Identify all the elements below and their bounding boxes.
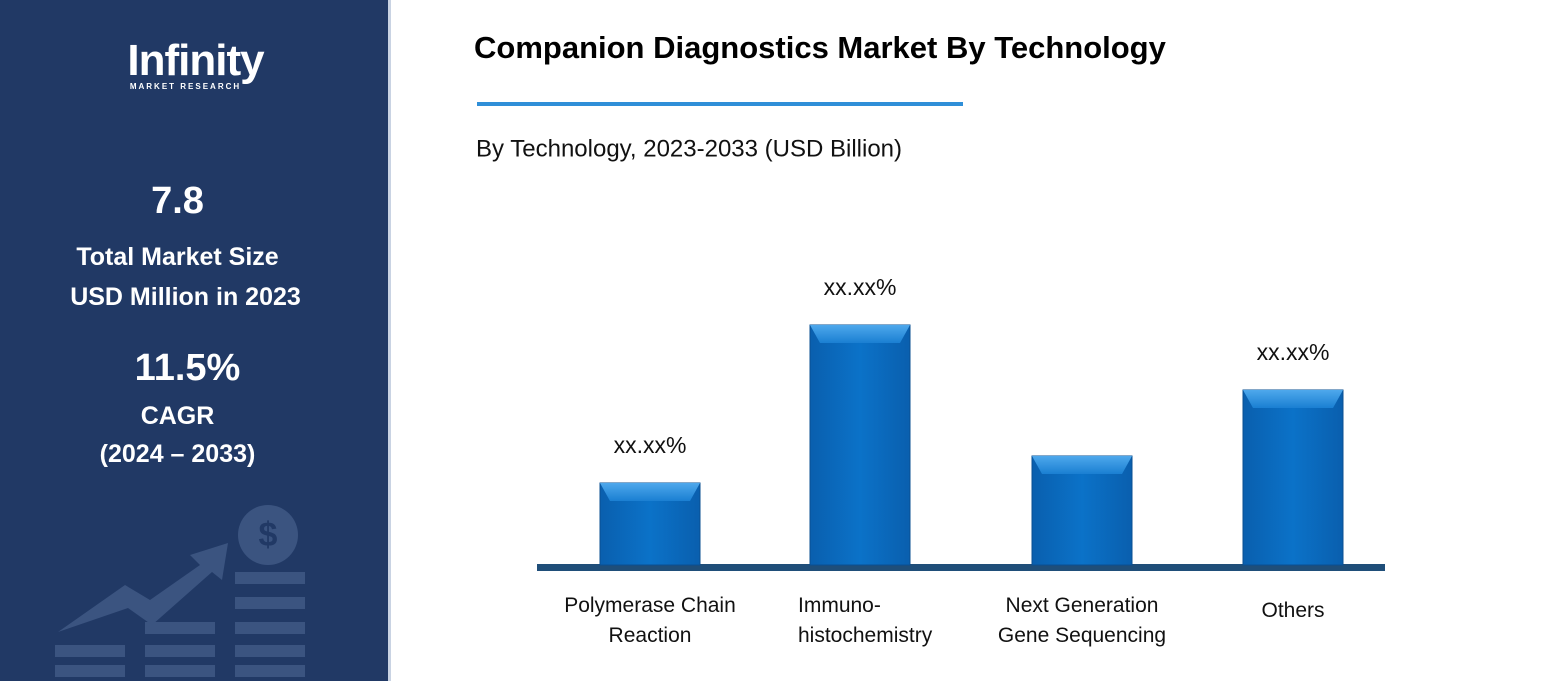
- x-tick-label: Others: [1261, 599, 1325, 622]
- x-tick-label: Polymerase Chain Reaction: [564, 594, 736, 647]
- logo: Infinity: [127, 36, 264, 85]
- sidebar-decor: $: [55, 505, 305, 677]
- x-tick-label: Immuno-histochemistry: [798, 594, 933, 647]
- baseline: [537, 564, 1385, 571]
- svg-text:$: $: [259, 516, 278, 554]
- logo-subtitle: MARKET RESEARCH: [129, 82, 242, 91]
- x-tick-label: Next Generation Gene Sequencing: [997, 594, 1167, 647]
- market-size-label: Total Market Size: [76, 243, 279, 271]
- bar-bevel: [810, 325, 910, 343]
- bar: [1242, 389, 1344, 566]
- market-size-label: USD Million in 2023: [70, 283, 301, 311]
- title-underline: [477, 102, 963, 106]
- bar: [809, 324, 911, 566]
- value-label: xx.xx%: [824, 274, 897, 300]
- sidebar: $ Infinity MARKET RESEARCH 7.8 Total Mar…: [0, 0, 391, 681]
- cagr-label: CAGR: [140, 402, 215, 430]
- bar-bevel: [1032, 456, 1132, 474]
- bar-bevel: [600, 483, 700, 501]
- bar-bevel: [1243, 390, 1343, 408]
- chart-subtitle: By Technology, 2023-2033 (USD Billion): [476, 135, 902, 162]
- value-label: xx.xx%: [1257, 339, 1330, 365]
- chart-title: Companion Diagnostics Market By Technolo…: [474, 30, 1167, 65]
- chart: Companion Diagnostics Market By Technolo…: [474, 30, 1385, 571]
- market-size: 7.8: [151, 180, 204, 222]
- cagr-period: (2024 – 2033): [99, 440, 256, 468]
- cagr: 11.5%: [134, 347, 241, 389]
- value-label: xx.xx%: [614, 432, 687, 458]
